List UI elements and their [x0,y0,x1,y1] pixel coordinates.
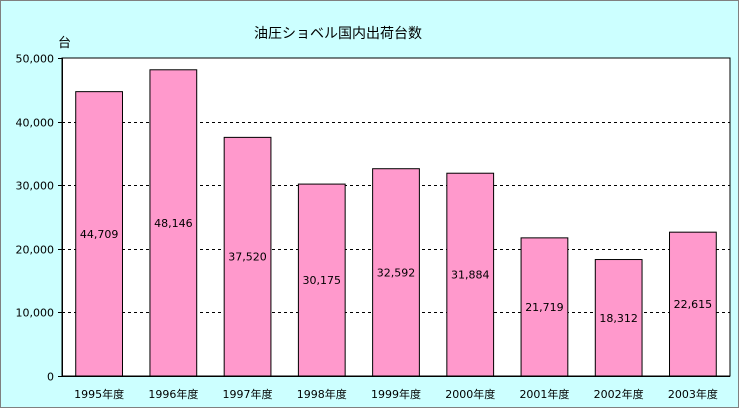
y-axis-unit-label: 台 [58,36,71,51]
data-label: 32,592 [377,266,416,279]
x-tick-label: 1996年度 [148,387,198,401]
y-tick-label: 10,000 [16,307,55,320]
x-tick-label: 2001年度 [519,387,569,401]
x-tick-label: 1995年度 [74,387,124,401]
y-tick-label: 50,000 [16,53,55,66]
data-label: 31,884 [451,269,490,282]
y-tick-label: 30,000 [16,180,55,193]
data-label: 37,520 [228,251,267,264]
bar [149,69,198,377]
y-tick-labels: 0 10,000 20,000 30,000 40,000 50,000 [16,53,55,384]
data-label: 18,312 [599,312,638,325]
y-tick-label: 0 [47,371,54,384]
x-tick-label: 1999年度 [371,387,421,401]
x-tick-label: 2002年度 [594,387,644,401]
bar [297,183,346,377]
data-labels: 44,709 48,146 37,520 30,175 32,592 31,884 21,7… [80,217,712,325]
bar [223,136,272,377]
data-label: 30,175 [303,274,342,287]
data-label: 21,719 [525,301,564,314]
chart-title: 油圧ショベル国内出荷台数 [254,26,422,42]
x-tick-label: 2003年度 [668,387,718,401]
data-label: 48,146 [154,217,193,230]
y-tick-label: 40,000 [16,117,55,130]
bars [75,69,717,377]
x-tick-label: 1998年度 [297,387,347,401]
y-tick-label: 20,000 [16,244,55,257]
data-label: 22,615 [674,298,713,311]
x-tick-labels: 1995年度 1996年度 1997年度 1998年度 1999年度 2000年度 2001… [74,387,718,401]
data-label: 44,709 [80,228,119,241]
x-tick-label: 1997年度 [223,387,273,401]
axes [58,58,730,377]
bar [669,231,717,377]
bar [594,259,643,377]
bar [75,91,123,377]
x-tick-label: 2000年度 [445,387,495,401]
bar [446,172,495,377]
